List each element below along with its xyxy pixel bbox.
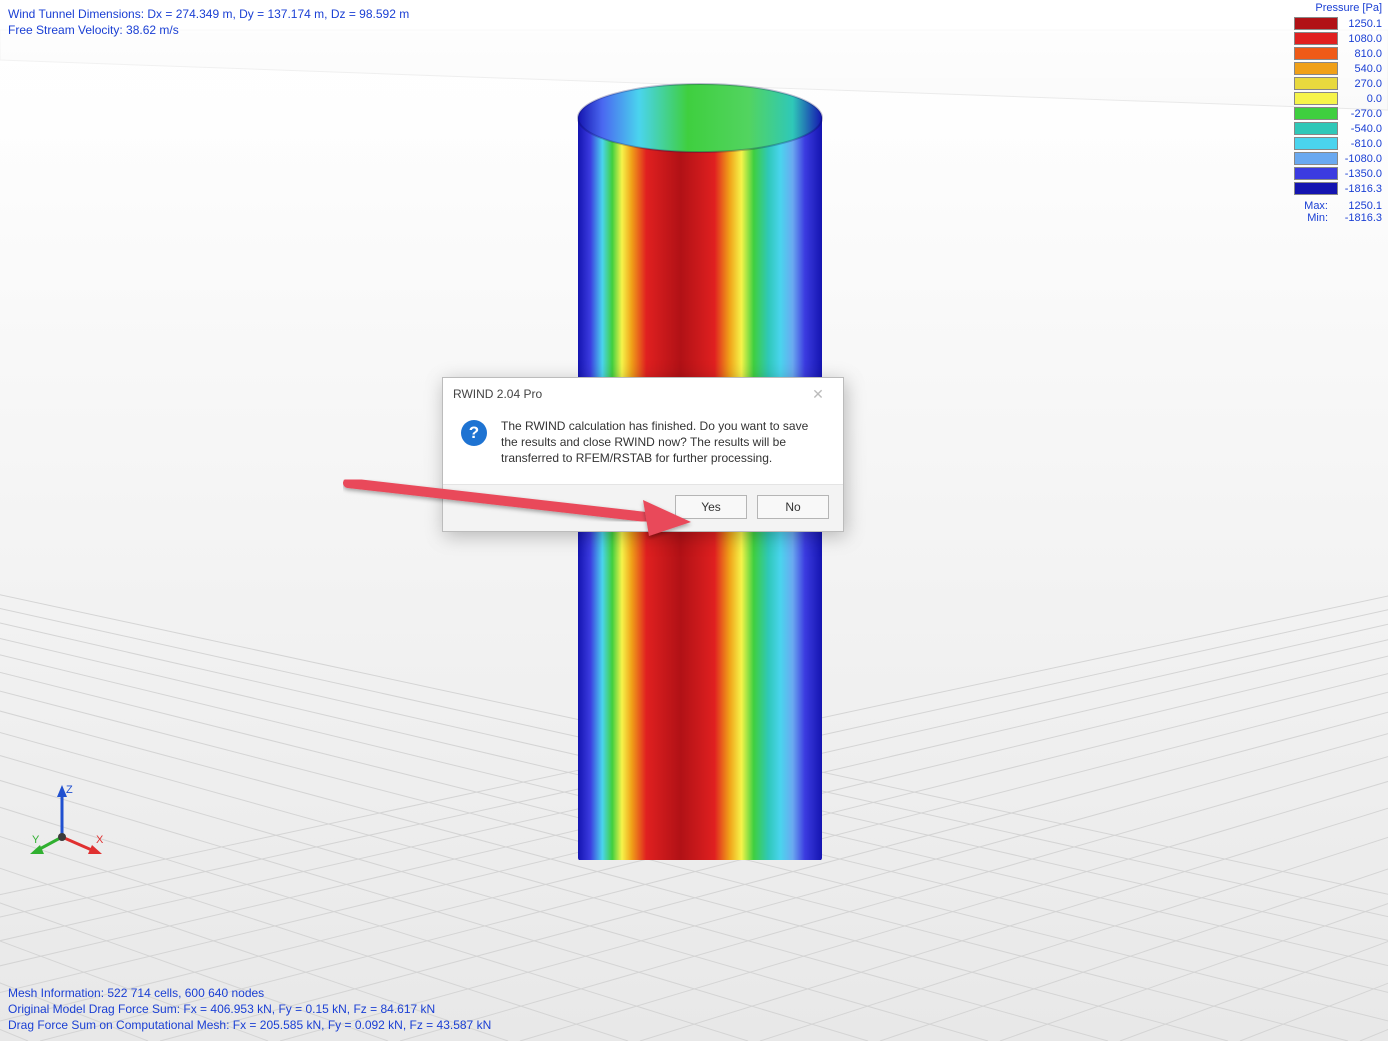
drag-original: Original Model Drag Force Sum: Fx = 406.… — [8, 1001, 491, 1017]
svg-text:X: X — [96, 834, 104, 846]
legend-row: -540.0 — [1294, 121, 1382, 136]
legend-value: 540.0 — [1338, 63, 1382, 75]
mesh-info: Mesh Information: 522 714 cells, 600 640… — [8, 985, 491, 1001]
legend-swatch — [1294, 77, 1338, 90]
dialog-titlebar[interactable]: RWIND 2.04 Pro ✕ — [443, 378, 843, 410]
legend-min-value: -1816.3 — [1334, 212, 1382, 224]
tunnel-dimensions: Wind Tunnel Dimensions: Dx = 274.349 m, … — [8, 6, 409, 22]
legend-row: 1250.1 — [1294, 16, 1382, 31]
legend-swatch — [1294, 122, 1338, 135]
info-bottom: Mesh Information: 522 714 cells, 600 640… — [8, 985, 491, 1033]
legend-swatch — [1294, 47, 1338, 60]
legend-row: 1080.0 — [1294, 31, 1382, 46]
yes-button[interactable]: Yes — [675, 495, 747, 519]
legend-swatch — [1294, 137, 1338, 150]
dialog-title: RWIND 2.04 Pro — [453, 387, 542, 401]
legend-swatch — [1294, 182, 1338, 195]
info-top: Wind Tunnel Dimensions: Dx = 274.349 m, … — [8, 6, 409, 38]
legend-row: -1350.0 — [1294, 166, 1382, 181]
svg-text:Y: Y — [32, 834, 40, 846]
close-icon[interactable]: ✕ — [801, 384, 835, 404]
legend-swatch — [1294, 32, 1338, 45]
legend-max-value: 1250.1 — [1334, 200, 1382, 212]
legend-row: -270.0 — [1294, 106, 1382, 121]
calc-finished-dialog: RWIND 2.04 Pro ✕ ? The RWIND calculation… — [442, 377, 844, 532]
legend-value: -810.0 — [1338, 138, 1382, 150]
legend-row: 0.0 — [1294, 91, 1382, 106]
legend-row: -1080.0 — [1294, 151, 1382, 166]
no-button[interactable]: No — [757, 495, 829, 519]
legend-swatch — [1294, 92, 1338, 105]
question-icon: ? — [461, 420, 487, 446]
legend-value: 810.0 — [1338, 48, 1382, 60]
legend-max-label: Max: — [1300, 200, 1328, 212]
legend-minmax: Max: 1250.1 Min: -1816.3 — [1294, 200, 1382, 224]
legend-value: -1816.3 — [1338, 183, 1382, 195]
legend-value: 270.0 — [1338, 78, 1382, 90]
drag-computational: Drag Force Sum on Computational Mesh: Fx… — [8, 1017, 491, 1033]
legend-value: -1350.0 — [1338, 168, 1382, 180]
legend-min-label: Min: — [1300, 212, 1328, 224]
legend-row: 540.0 — [1294, 61, 1382, 76]
legend-row: -810.0 — [1294, 136, 1382, 151]
pressure-legend: Pressure [Pa] 1250.1 1080.0 810.0 540.0 270.… — [1294, 2, 1382, 224]
legend-swatch — [1294, 17, 1338, 30]
legend-value: 1080.0 — [1338, 33, 1382, 45]
legend-row: 270.0 — [1294, 76, 1382, 91]
legend-value: -270.0 — [1338, 108, 1382, 120]
free-stream-velocity: Free Stream Velocity: 38.62 m/s — [8, 22, 409, 38]
legend-swatch — [1294, 107, 1338, 120]
legend-value: 1250.1 — [1338, 18, 1382, 30]
legend-value: -1080.0 — [1338, 153, 1382, 165]
svg-text:Z: Z — [66, 784, 73, 796]
legend-swatch — [1294, 167, 1338, 180]
legend-row: -1816.3 — [1294, 181, 1382, 196]
legend-swatch — [1294, 152, 1338, 165]
legend-row: 810.0 — [1294, 46, 1382, 61]
axis-triad: Z X Y — [30, 781, 110, 861]
dialog-message: The RWIND calculation has finished. Do y… — [501, 418, 827, 466]
legend-title: Pressure [Pa] — [1294, 2, 1382, 14]
legend-value: -540.0 — [1338, 123, 1382, 135]
legend-swatch — [1294, 62, 1338, 75]
legend-value: 0.0 — [1338, 93, 1382, 105]
